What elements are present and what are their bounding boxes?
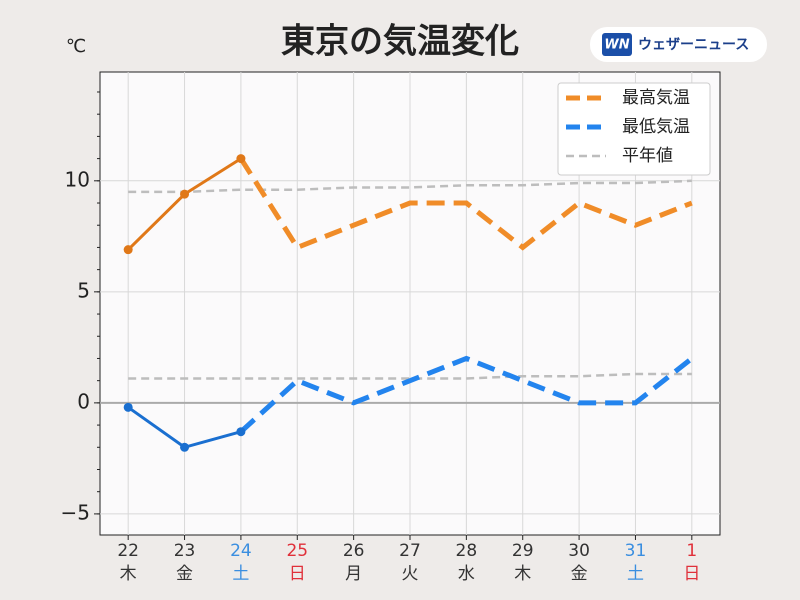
logo-mark: WN <box>604 38 629 53</box>
x-tick-label: 31 <box>625 541 647 561</box>
x-tick-label: 28 <box>456 541 478 561</box>
x-tick-label: 26 <box>343 541 365 561</box>
legend-label: 平年値 <box>622 146 673 166</box>
x-weekday-label: 土 <box>232 564 249 584</box>
x-weekday-label: 水 <box>458 564 475 584</box>
normal-line <box>128 179 692 194</box>
x-weekday-label: 日 <box>683 564 700 584</box>
x-weekday-label: 土 <box>627 564 644 584</box>
logo-text: ウェザーニュース <box>638 37 749 53</box>
x-tick-label: 22 <box>117 541 139 561</box>
x-tick-label: 30 <box>568 541 590 561</box>
x-tick-label: 24 <box>230 541 252 561</box>
x-weekday-label: 金 <box>571 564 588 584</box>
x-tick-label: 29 <box>512 541 534 561</box>
x-tick-label: 1 <box>686 541 697 561</box>
forecast-line <box>238 157 693 251</box>
x-weekday-label: 火 <box>402 564 419 584</box>
logo-icon <box>602 33 632 56</box>
y-tick-label: 0 <box>77 389 90 413</box>
legend-label: 最高気温 <box>622 88 690 108</box>
x-weekday-label: 金 <box>176 564 193 584</box>
y-tick-label: 10 <box>65 167 90 191</box>
y-tick-label: 5 <box>77 278 90 302</box>
legend-label: 最低気温 <box>622 117 690 137</box>
normal-line <box>128 372 692 380</box>
x-tick-label: 23 <box>174 541 196 561</box>
observed-point <box>123 402 133 412</box>
x-tick-label: 25 <box>286 541 308 561</box>
observed-point <box>180 189 190 199</box>
forecast-line <box>239 355 694 434</box>
legend-box <box>557 82 711 176</box>
y-tick-label: −5 <box>61 500 90 524</box>
x-weekday-label: 木 <box>514 564 531 584</box>
y-unit: ℃ <box>66 36 86 57</box>
chart-title: 東京の気温変化 <box>281 22 519 62</box>
x-weekday-label: 日 <box>289 564 306 584</box>
x-tick-label: 27 <box>399 541 421 561</box>
observed-point <box>180 442 190 452</box>
x-weekday-label: 月 <box>345 564 362 584</box>
observed-point <box>236 154 246 164</box>
observed-point <box>236 427 246 437</box>
logo-pill <box>590 27 767 62</box>
observed-point <box>123 245 133 255</box>
x-weekday-label: 木 <box>120 564 137 584</box>
logo: WN ウェザーニュース <box>590 27 767 62</box>
